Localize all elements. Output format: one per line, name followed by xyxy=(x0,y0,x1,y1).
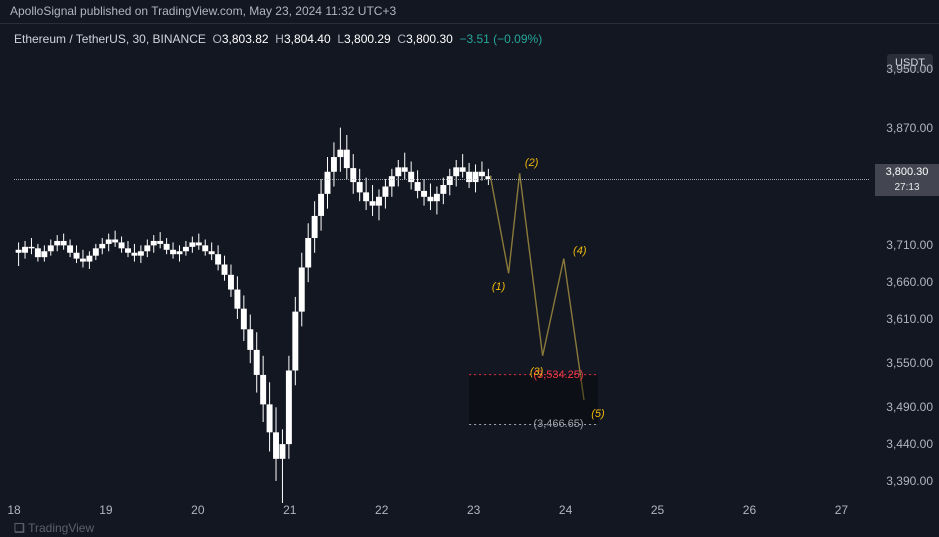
time-tick: 25 xyxy=(651,503,664,517)
time-tick: 22 xyxy=(375,503,388,517)
price-tick: 3,950.00 xyxy=(886,62,933,76)
chart-svg xyxy=(14,54,869,503)
last-price-line xyxy=(14,179,869,180)
time-tick: 27 xyxy=(835,503,848,517)
chart-container: Ethereum / TetherUS, 30, BINANCE O3,803.… xyxy=(0,24,939,537)
price-tick: 3,440.00 xyxy=(886,437,933,451)
time-tick: 21 xyxy=(283,503,296,517)
time-tick: 18 xyxy=(7,503,20,517)
symbol-text: Ethereum / TetherUS, 30, BINANCE xyxy=(14,32,206,46)
grey-price-label: (3,466.65) xyxy=(533,418,583,430)
time-axis[interactable]: 18192021222324252627 xyxy=(14,503,869,519)
time-tick: 19 xyxy=(99,503,112,517)
tradingview-logo: ❏ TradingView xyxy=(14,521,94,535)
price-tick: 3,870.00 xyxy=(886,121,933,135)
price-axis[interactable]: USDT 3,950.003,870.003,710.003,660.003,6… xyxy=(869,54,939,503)
elliott-wave-label: (2) xyxy=(525,157,538,169)
elliott-wave-label: (5) xyxy=(591,408,604,420)
ohlc-open: 3,803.82 xyxy=(222,32,269,46)
elliott-wave-label: (1) xyxy=(492,281,505,293)
ohlc-legend: Ethereum / TetherUS, 30, BINANCE O3,803.… xyxy=(14,32,542,46)
price-tick: 3,390.00 xyxy=(886,474,933,488)
price-tick: 3,550.00 xyxy=(886,356,933,370)
publish-text: ApolloSignal published on TradingView.co… xyxy=(10,4,396,18)
price-tick: 3,490.00 xyxy=(886,400,933,414)
price-tick: 3,610.00 xyxy=(886,312,933,326)
publish-header: ApolloSignal published on TradingView.co… xyxy=(0,0,939,24)
ohlc-close: 3,800.30 xyxy=(406,32,453,46)
ohlc-change: −3.51 (−0.09%) xyxy=(459,32,542,46)
ohlc-high: 3,804.40 xyxy=(284,32,331,46)
price-tick: 3,710.00 xyxy=(886,238,933,252)
elliott-wave-label: (4) xyxy=(573,245,586,257)
time-tick: 24 xyxy=(559,503,572,517)
elliott-wave-label: (3) xyxy=(530,366,543,378)
chart-plot-area[interactable]: (3,534.25)(3,466.65)(1)(2)(3)(4)(5) xyxy=(14,54,869,503)
last-price-label: 3,800.3027:13 xyxy=(875,164,939,196)
time-tick: 23 xyxy=(467,503,480,517)
price-tick: 3,660.00 xyxy=(886,275,933,289)
time-tick: 20 xyxy=(191,503,204,517)
target-zone-box xyxy=(469,375,598,425)
ohlc-low: 3,800.29 xyxy=(344,32,391,46)
time-tick: 26 xyxy=(743,503,756,517)
